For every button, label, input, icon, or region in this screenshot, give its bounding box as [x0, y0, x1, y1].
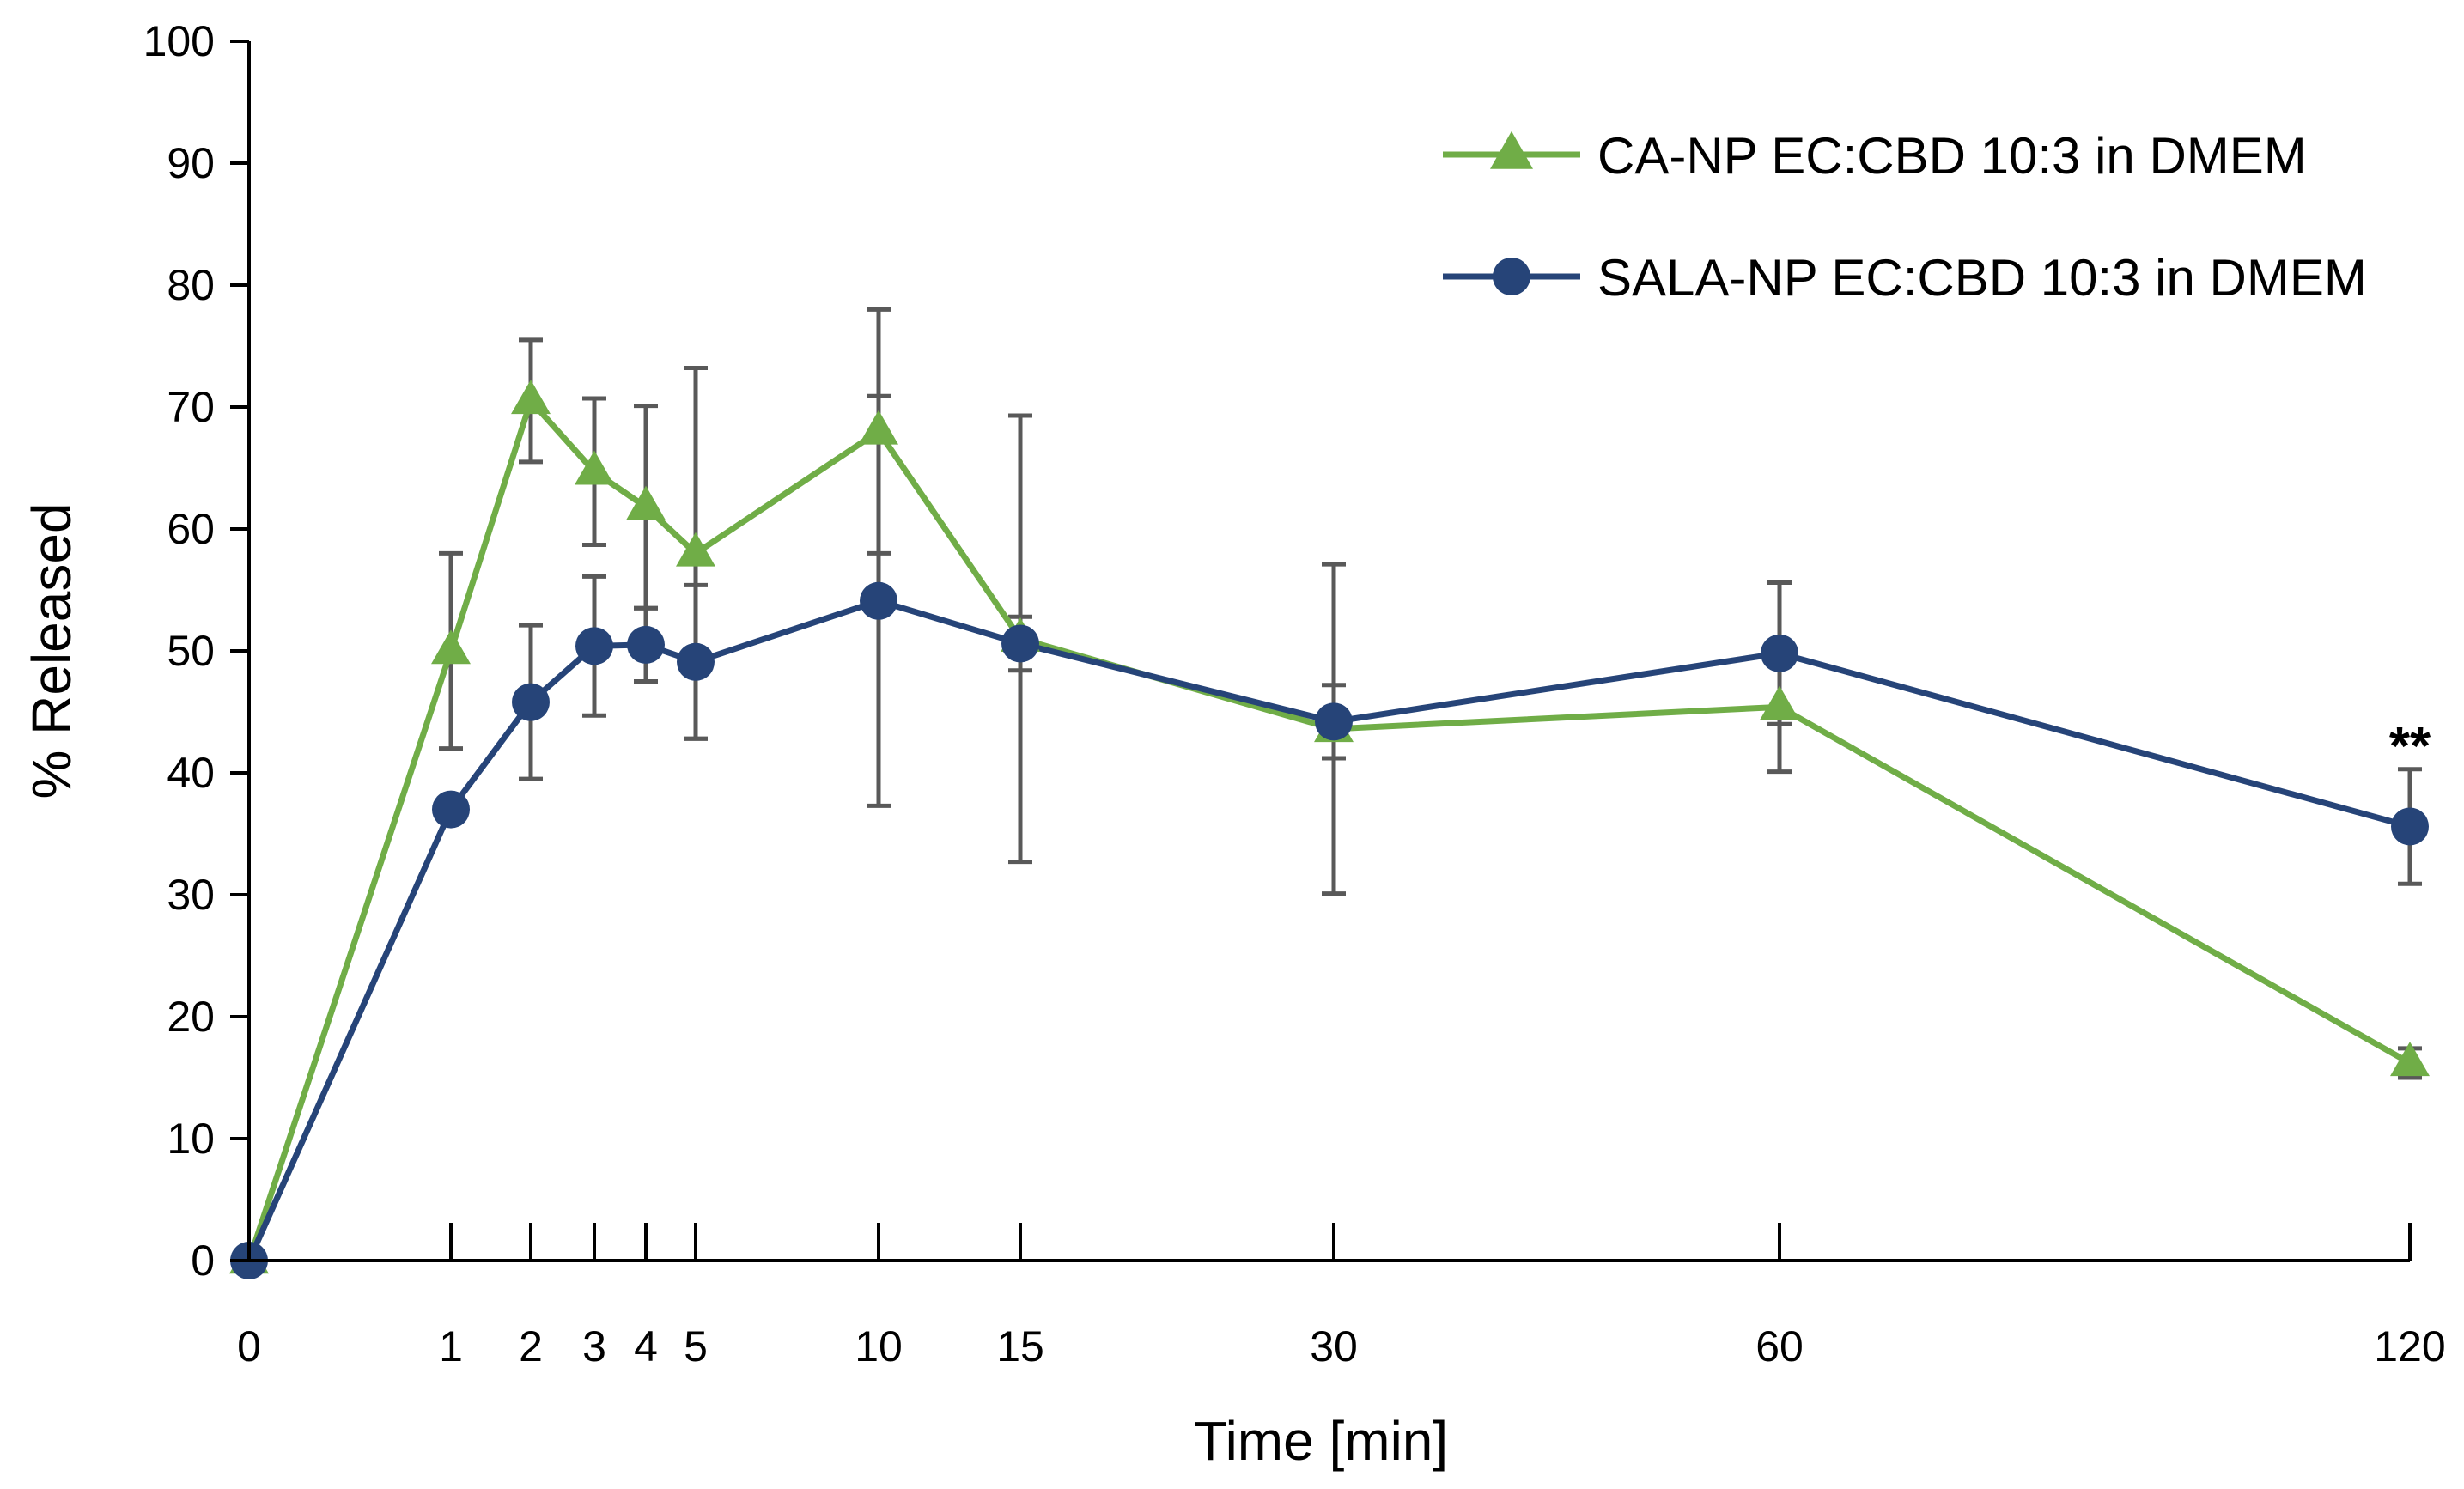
- y-tick-label-20: 20: [167, 993, 215, 1041]
- y-axis-title: % Released: [21, 502, 82, 799]
- y-tick-label-30: 30: [167, 871, 215, 919]
- data-point-sala-np-1: [432, 790, 470, 829]
- significance-annotation: **: [2389, 717, 2431, 776]
- data-point-ca-np-2: [511, 380, 551, 415]
- axes-layer: [230, 40, 2412, 1262]
- x-tick-labels: 0 1 2 3 4 5 10 15 30 60 120: [237, 1322, 2446, 1370]
- data-point-ca-np-1: [431, 629, 471, 665]
- legend-marker-ca-np: [1490, 131, 1533, 169]
- data-point-ca-np-5: [676, 532, 715, 567]
- x-tick-label-60: 60: [1755, 1322, 1804, 1370]
- x-axis-title: Time [min]: [1194, 1410, 1448, 1472]
- x-tick-label-5: 5: [684, 1322, 708, 1370]
- x-tick-label-3: 3: [582, 1322, 606, 1370]
- legend-label-ca-np: CA-NP EC:CBD 10:3 in DMEM: [1597, 127, 2307, 185]
- y-tick-label-10: 10: [167, 1115, 215, 1163]
- data-point-sala-np-10: [860, 581, 897, 620]
- markers-layer: [229, 380, 2430, 1279]
- x-tick-label-1: 1: [439, 1322, 463, 1370]
- series-lines-layer: [246, 398, 2412, 1262]
- error-bars-layer: [439, 307, 2422, 1080]
- data-point-sala-np-3: [575, 627, 613, 665]
- data-point-sala-np-30: [1315, 702, 1353, 741]
- x-tick-label-120: 120: [2374, 1322, 2445, 1370]
- data-point-ca-np-10: [859, 410, 898, 445]
- x-tick-label-30: 30: [1310, 1322, 1358, 1370]
- y-tick-label-80: 80: [167, 261, 215, 309]
- legend-marker-sala-np: [1493, 258, 1530, 295]
- data-point-sala-np-5: [677, 642, 715, 681]
- series-line-sala-np: [246, 598, 2411, 1262]
- y-tick-labels: 0 10 20 30 40 50 60 70 80 90 100: [143, 17, 215, 1285]
- legend-label-sala-np: SALA-NP EC:CBD 10:3 in DMEM: [1597, 249, 2367, 307]
- y-tick-label-70: 70: [167, 383, 215, 431]
- data-point-ca-np-60: [1760, 685, 1799, 720]
- x-tick-label-0: 0: [237, 1322, 261, 1370]
- legend: CA-NP EC:CBD 10:3 in DMEM SALA-NP EC:CBD…: [1443, 127, 2367, 307]
- y-tick-label-60: 60: [167, 505, 215, 553]
- data-point-sala-np-120: [2391, 807, 2429, 846]
- x-tick-label-4: 4: [634, 1322, 658, 1370]
- y-tick-label-40: 40: [167, 749, 215, 797]
- x-tick-label-15: 15: [996, 1322, 1044, 1370]
- data-point-sala-np-2: [512, 683, 550, 721]
- data-point-sala-np-60: [1761, 634, 1798, 672]
- data-point-ca-np-3: [575, 450, 614, 485]
- data-point-sala-np-15: [1001, 624, 1039, 663]
- data-point-sala-np-4: [627, 625, 665, 664]
- x-tick-label-10: 10: [855, 1322, 903, 1370]
- data-point-ca-np-4: [626, 485, 666, 520]
- y-tick-label-90: 90: [167, 139, 215, 187]
- series-line-ca-np: [246, 398, 2412, 1262]
- y-tick-label-100: 100: [143, 17, 215, 65]
- y-tick-label-0: 0: [191, 1237, 215, 1285]
- x-tick-label-2: 2: [519, 1322, 543, 1370]
- y-tick-label-50: 50: [167, 627, 215, 675]
- data-point-ca-np-120: [2390, 1042, 2430, 1077]
